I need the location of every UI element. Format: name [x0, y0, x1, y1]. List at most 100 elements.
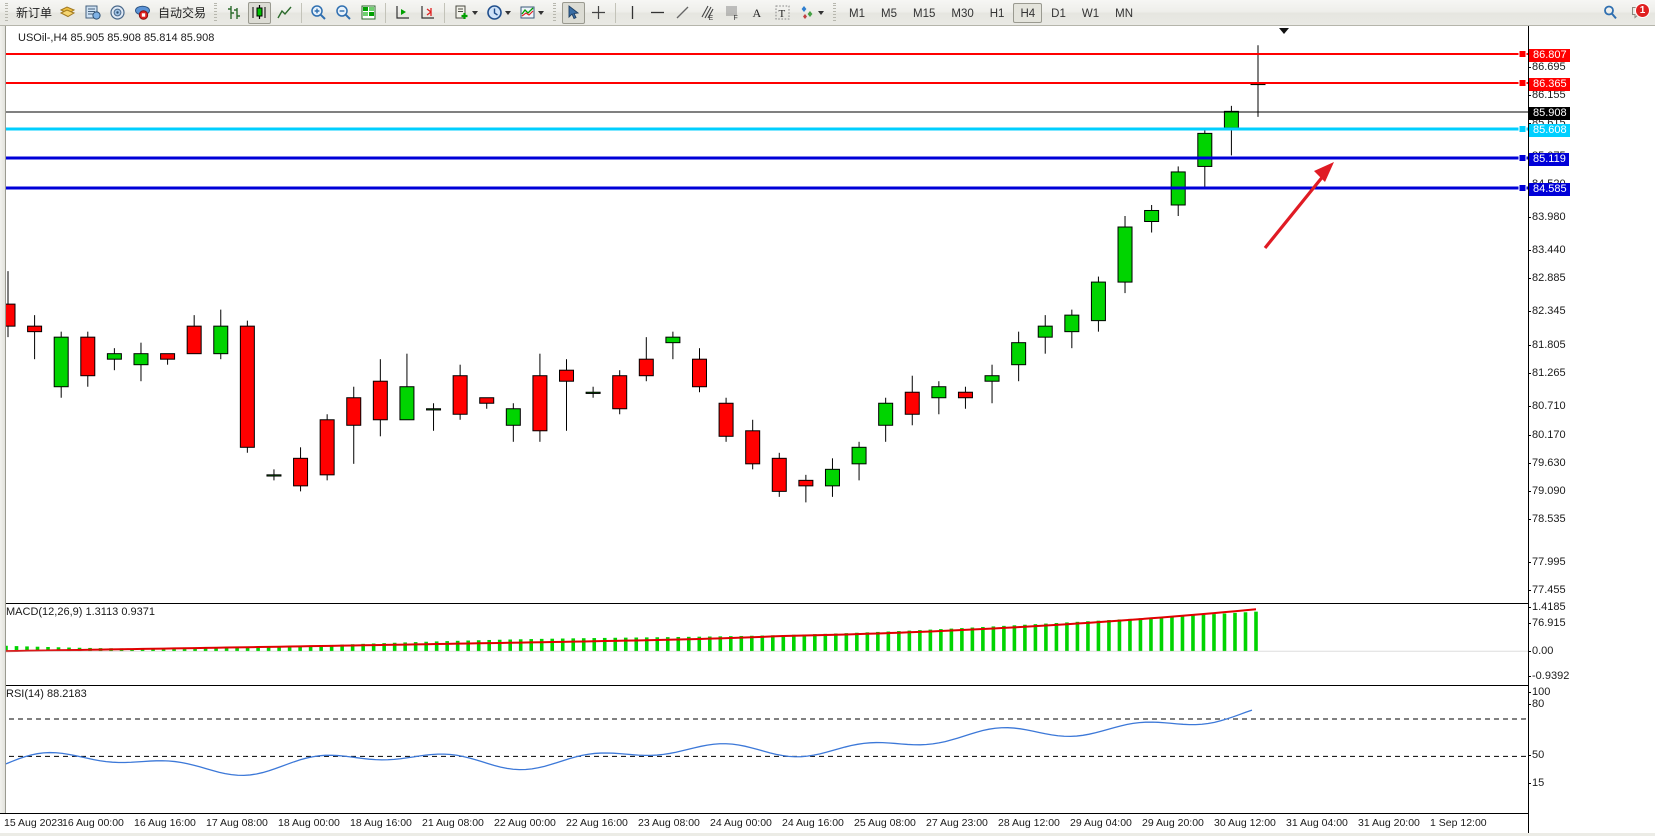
time-axis-tick: 21 Aug 08:00: [422, 817, 484, 829]
timeframe-w1[interactable]: W1: [1081, 7, 1100, 20]
rsi-series: [0, 709, 1528, 777]
symbol-ohlc-label: USOil-,H4 85.905 85.908 85.814 85.908: [18, 32, 215, 44]
price-axis[interactable]: 86.69586.15585.61585.07584.52083.98083.4…: [1527, 26, 1655, 836]
fibonacci-retracement-icon[interactable]: F: [721, 2, 744, 24]
timeframe-m30[interactable]: M30: [951, 7, 974, 20]
toolbar-grip-3[interactable]: [551, 2, 559, 23]
folder-icon[interactable]: [56, 2, 79, 24]
macd-axis-tick: 0.00: [1527, 645, 1554, 657]
price-axis-tick: 81.265: [1528, 367, 1566, 379]
time-axis-tick: 29 Aug 20:00: [1142, 817, 1204, 829]
price-level-84585[interactable]: 84.585: [1529, 183, 1570, 196]
chevron-down-icon-4[interactable]: [818, 10, 825, 15]
equidistant-channel-icon[interactable]: E: [696, 2, 719, 24]
periodicity-icon[interactable]: [483, 2, 514, 24]
rsi-label: RSI(14) 88.2183: [6, 688, 87, 700]
timeframe-m15[interactable]: M15: [913, 7, 936, 20]
grid-icon[interactable]: [357, 2, 380, 24]
time-axis-tick: 27 Aug 23:00: [926, 817, 988, 829]
price-axis-tick: 86.155: [1528, 89, 1566, 101]
price-axis-tick: 83.440: [1528, 244, 1566, 256]
notification-icon[interactable]: 1: [1624, 2, 1654, 24]
macd-pane[interactable]: MACD(12,26,9) 1.3113 0.9371: [0, 603, 1528, 683]
price-axis-tick: 77.455: [1528, 584, 1566, 596]
text-label-icon[interactable]: T: [771, 2, 794, 24]
svg-text:E: E: [709, 15, 714, 21]
target-line-85608-handle: [1518, 125, 1527, 133]
toolbar-separator-4: [615, 2, 617, 23]
svg-text:A: A: [753, 6, 762, 20]
price-axis-tick: 76.915: [1528, 617, 1566, 629]
chevron-down-icon-3[interactable]: [538, 10, 545, 15]
price-level-85119[interactable]: 85.119: [1529, 153, 1569, 166]
price-level-85608[interactable]: 85.608: [1529, 124, 1570, 137]
price-level-lines[interactable]: [0, 26, 1528, 596]
profiles-icon[interactable]: [81, 2, 104, 24]
macd-series: [0, 608, 1528, 653]
rsi-axis-tick: 50: [1527, 749, 1545, 761]
chart-scroll-indicator[interactable]: [1279, 28, 1289, 34]
support-line-85119-handle: [1518, 154, 1527, 162]
price-pane[interactable]: USOil-,H4 85.905 85.908 85.814 85.908: [0, 26, 1528, 596]
price-axis-tick: 79.630: [1528, 457, 1566, 469]
time-axis-tick: 17 Aug 08:00: [206, 817, 268, 829]
line-chart-icon[interactable]: [273, 2, 296, 24]
chart-container[interactable]: USOil-,H4 85.905 85.908 85.814 85.908 MA…: [0, 26, 1655, 836]
uptrend-arrow-shaft: [1263, 173, 1326, 250]
price-level-86807[interactable]: 86.807: [1529, 49, 1570, 62]
time-axis-tick: 16 Aug 16:00: [134, 817, 196, 829]
zoom-out-icon[interactable]: [332, 2, 355, 24]
chevron-down-icon[interactable]: [472, 10, 479, 15]
time-axis-tick: 18 Aug 00:00: [278, 817, 340, 829]
crosshair-icon[interactable]: [587, 2, 610, 24]
price-axis-tick: 77.995: [1528, 556, 1566, 568]
annotation-layer[interactable]: [0, 26, 1528, 596]
status-bar: [0, 833, 1655, 836]
trendline-icon[interactable]: [671, 2, 694, 24]
templates-icon[interactable]: [516, 2, 547, 24]
cursor-icon[interactable]: [562, 1, 586, 24]
timeframe-m1[interactable]: M1: [849, 7, 866, 20]
text-icon[interactable]: A: [746, 2, 769, 24]
toolbar-grip-2[interactable]: [212, 2, 220, 23]
price-level-86365[interactable]: 86.365: [1529, 78, 1570, 91]
timeframe-d1[interactable]: D1: [1051, 7, 1066, 20]
auto-trading-label[interactable]: 自动交易: [158, 5, 207, 20]
time-axis-tick: 18 Aug 16:00: [350, 817, 412, 829]
indicators-icon[interactable]: [450, 2, 481, 24]
auto-scroll-icon[interactable]: [391, 2, 414, 24]
macd-label: MACD(12,26,9) 1.3113 0.9371: [6, 606, 155, 618]
zoom-in-icon[interactable]: [307, 2, 330, 24]
chart-shift-icon[interactable]: [416, 2, 439, 24]
candlestick-chart-icon[interactable]: [248, 1, 272, 24]
notification-badge: 1: [1635, 2, 1650, 18]
last-price-chip[interactable]: 85.908: [1529, 107, 1570, 120]
timeframe-mn[interactable]: MN: [1115, 7, 1133, 20]
price-axis-tick: 83.980: [1528, 211, 1566, 223]
price-axis-tick: 80.710: [1528, 400, 1566, 412]
time-axis-tick: 29 Aug 04:00: [1070, 817, 1132, 829]
new-order-button[interactable]: 新订单: [16, 5, 53, 20]
time-axis-tick: 31 Aug 20:00: [1358, 817, 1420, 829]
vertical-line-icon[interactable]: [621, 2, 644, 24]
svg-text:F: F: [734, 15, 738, 21]
search-icon[interactable]: [1599, 2, 1622, 24]
timeframe-h4[interactable]: H4: [1013, 2, 1043, 23]
chevron-down-icon-2[interactable]: [505, 10, 512, 15]
timeframe-h1[interactable]: H1: [989, 7, 1005, 20]
bar-chart-icon[interactable]: [223, 2, 246, 24]
price-axis-tick: 79.090: [1528, 485, 1566, 497]
market-watch-icon[interactable]: [106, 2, 129, 24]
timeframe-m5[interactable]: M5: [881, 7, 897, 20]
price-axis-tick: 82.885: [1528, 272, 1566, 284]
horizontal-line-icon[interactable]: [646, 2, 669, 24]
toolbar-grip[interactable]: [3, 2, 10, 23]
shapes-icon[interactable]: [796, 2, 827, 24]
time-axis[interactable]: 15 Aug 2023 16 Aug 00:00 16 Aug 16:00 17 Au…: [0, 813, 1528, 836]
auto-trading-icon[interactable]: [131, 2, 154, 24]
toolbar-grip-4[interactable]: [831, 2, 839, 23]
rsi-axis-tick: 80: [1527, 698, 1545, 710]
rsi-pane[interactable]: RSI(14) 88.2183: [0, 685, 1528, 813]
resistance-line-86365-handle: [1518, 79, 1527, 87]
price-axis-tick: 86.695: [1528, 61, 1566, 73]
